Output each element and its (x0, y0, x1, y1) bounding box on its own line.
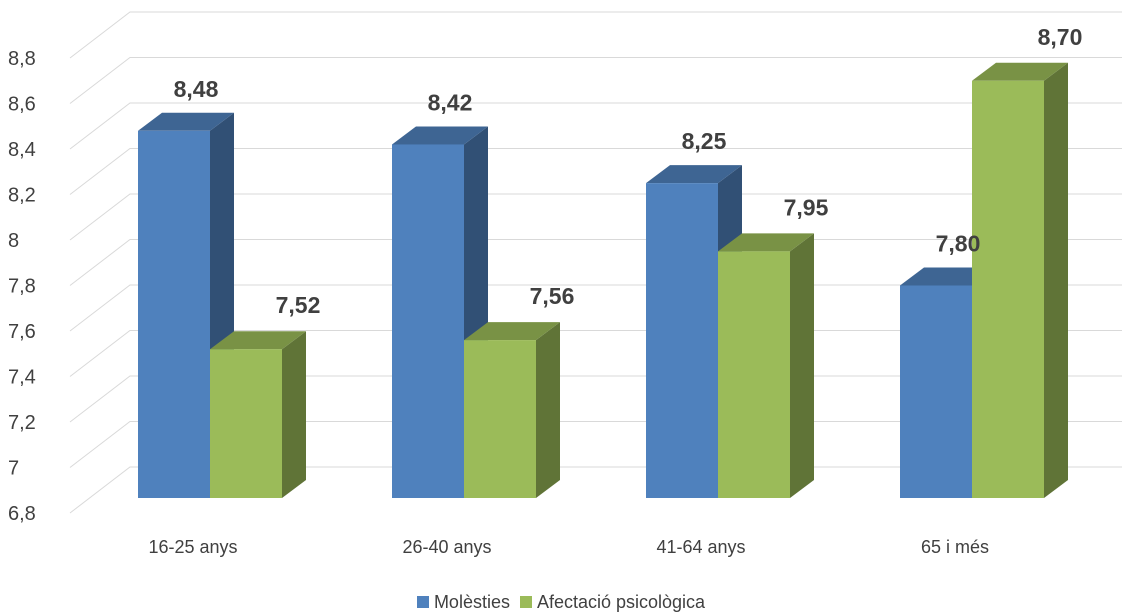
y-axis-tick-labels: 6,8 7 7,2 7,4 7,6 7,8 8 8,2 8,4 8,6 8,8 (8, 48, 36, 525)
bar-top (464, 322, 560, 341)
data-label: 7,80 (936, 231, 981, 257)
x-category-label: 65 i més (921, 537, 989, 557)
bar-front (900, 285, 972, 498)
legend-label-series-2: Afectació psicològica (536, 591, 706, 612)
bar-side (790, 233, 814, 498)
y-tick-label: 8,8 (8, 48, 36, 70)
data-label: 7,95 (784, 194, 829, 220)
bar-2-1 (210, 331, 306, 498)
bar-front (392, 144, 464, 498)
x-category-label: 26-40 anys (402, 537, 491, 557)
data-label: 7,56 (530, 283, 575, 309)
gridline (69, 193, 1122, 241)
bar-side (282, 331, 306, 498)
x-category-label: 41-64 anys (656, 537, 745, 557)
data-label: 8,25 (682, 128, 727, 154)
x-axis-category-labels: 16-25 anys 26-40 anys 41-64 anys 65 i més (148, 537, 989, 557)
data-labels: 8,48 7,52 8,42 7,56 8,25 7,95 7,80 8,70 (174, 24, 1083, 318)
legend-swatch-series-2 (519, 596, 532, 608)
bars (138, 62, 1068, 499)
gridline (69, 57, 1122, 104)
bar-front (718, 251, 790, 498)
bar-front (646, 183, 718, 498)
y-tick-label: 7,4 (8, 367, 36, 389)
bar-top (138, 112, 234, 131)
y-tick-label: 7 (8, 458, 19, 480)
bar-top (718, 233, 814, 252)
bar-2-4 (972, 62, 1068, 498)
bar-front (210, 349, 282, 498)
data-label: 8,48 (174, 76, 219, 102)
y-tick-label: 7,2 (8, 412, 36, 434)
bar-front (464, 340, 536, 498)
data-label: 8,70 (1038, 24, 1083, 50)
bar-top (392, 126, 488, 145)
y-tick-label: 8,4 (8, 139, 36, 161)
bar-top (646, 165, 742, 184)
y-tick-label: 8 (8, 230, 19, 252)
data-label: 8,42 (428, 89, 473, 115)
legend-label-series-1: Molèsties (433, 591, 510, 612)
gridline (69, 11, 1122, 59)
y-tick-label: 7,8 (8, 276, 36, 298)
bar-side (536, 322, 560, 498)
legend-item-series-1: Molèsties (416, 591, 510, 613)
bar-chart: 6,877,27,47,67,888,28,48,68,8 8,487,528,… (8, 11, 1122, 557)
bar-2-3 (718, 233, 814, 498)
x-category-label: 16-25 anys (148, 537, 237, 557)
y-tick-label: 8,6 (8, 94, 36, 116)
gridline (69, 148, 1122, 195)
bar-side (1044, 62, 1068, 498)
bar-top (210, 331, 306, 350)
data-label: 7,52 (276, 292, 321, 318)
bar-top (972, 62, 1068, 81)
bar-front (138, 130, 210, 499)
y-tick-label: 8,2 (8, 185, 36, 207)
bar-2-2 (464, 322, 560, 498)
y-tick-label: 6,8 (8, 503, 36, 525)
legend: Molèsties Afectació psicològica (0, 590, 1122, 614)
y-tick-label: 7,6 (8, 321, 36, 343)
bar-front (972, 80, 1044, 498)
legend-item-series-2: Afectació psicològica (519, 591, 706, 613)
gridlines (69, 11, 1122, 514)
legend-swatch-series-1 (416, 596, 429, 608)
bar-1-3 (646, 165, 742, 498)
gridline (69, 102, 1122, 150)
